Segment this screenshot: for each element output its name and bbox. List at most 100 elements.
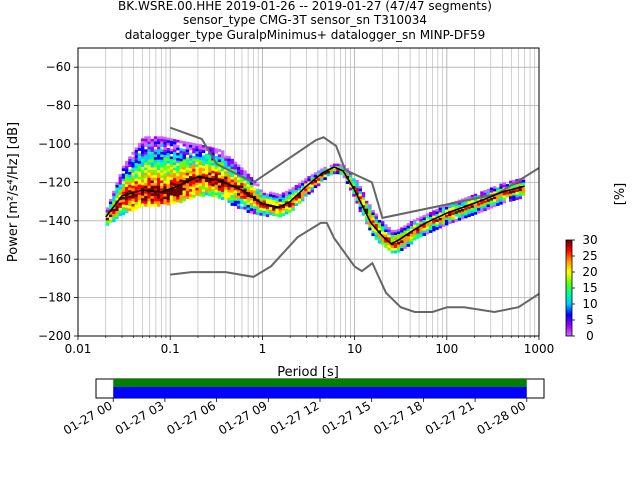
noise-model-lines bbox=[169, 126, 539, 314]
heatmap-cell bbox=[166, 137, 170, 141]
heatmap-cell bbox=[147, 154, 151, 158]
heatmap-cell bbox=[285, 193, 289, 197]
heatmap-cell bbox=[166, 150, 170, 154]
heatmap-cell bbox=[201, 158, 206, 161]
heatmap-cell bbox=[131, 201, 135, 205]
heatmap-cell bbox=[131, 151, 135, 155]
heatmap-cell bbox=[144, 196, 148, 199]
heatmap-cell bbox=[281, 192, 286, 196]
heatmap-cell bbox=[512, 179, 516, 183]
heatmap-cell bbox=[195, 172, 199, 175]
heatmap-cell bbox=[115, 203, 119, 206]
heatmap-cell bbox=[387, 234, 391, 238]
heatmap-cell bbox=[477, 210, 481, 214]
heatmap-cell bbox=[256, 194, 260, 197]
heatmap-cell bbox=[198, 159, 202, 163]
heatmap-cell bbox=[173, 152, 177, 155]
heatmap-cell bbox=[365, 203, 369, 207]
heatmap-cell bbox=[125, 194, 129, 198]
heatmap-cell bbox=[198, 170, 202, 173]
heatmap-cell bbox=[217, 177, 222, 181]
heatmap-cell bbox=[269, 191, 273, 195]
heatmap-cell bbox=[301, 193, 305, 197]
heatmap-cell bbox=[240, 193, 244, 197]
heatmap-cell bbox=[185, 146, 190, 150]
heatmap-cell bbox=[198, 167, 202, 171]
colorbar-tick-label: 20 bbox=[582, 265, 597, 279]
heatmap-cell bbox=[281, 213, 286, 216]
heatmap-cell bbox=[486, 207, 490, 210]
heatmap-cell bbox=[201, 194, 206, 198]
heatmap-cell bbox=[438, 220, 442, 224]
heatmap-cell bbox=[208, 190, 212, 194]
heatmap-cell bbox=[214, 179, 218, 183]
heatmap-cell bbox=[173, 165, 177, 168]
y-axis-label: Power [m²/s⁴/Hz] [dB] bbox=[6, 122, 21, 262]
heatmap-cell bbox=[157, 188, 161, 192]
heatmap-cell bbox=[256, 188, 260, 192]
heatmap-cell bbox=[512, 198, 516, 201]
heatmap-cell bbox=[141, 195, 145, 199]
heatmap-cell bbox=[211, 163, 215, 166]
heatmap-cell bbox=[288, 204, 292, 208]
heatmap-cell bbox=[166, 189, 170, 193]
heatmap-cell bbox=[176, 145, 180, 148]
heatmap-cell bbox=[259, 194, 263, 198]
x-tick-label: 0.1 bbox=[161, 342, 180, 356]
heatmap-cell bbox=[272, 192, 276, 196]
heatmap-cell bbox=[419, 229, 423, 233]
heatmap-cell bbox=[189, 142, 193, 146]
heatmap-cell bbox=[448, 205, 452, 209]
heatmap-cell bbox=[144, 164, 148, 168]
heatmap-cell bbox=[118, 192, 122, 196]
heatmap-cell bbox=[278, 206, 282, 210]
heatmap-cell bbox=[189, 173, 193, 177]
heatmap-cell bbox=[195, 153, 199, 157]
heatmap-cell bbox=[115, 195, 119, 199]
heatmap-cell bbox=[409, 231, 414, 235]
heatmap-cell bbox=[272, 202, 276, 206]
heatmap-cell bbox=[505, 194, 510, 198]
heatmap-cell bbox=[182, 164, 186, 168]
heatmap-cell bbox=[112, 201, 116, 204]
heatmap-cell bbox=[189, 186, 193, 190]
heatmap-cell bbox=[227, 187, 231, 190]
heatmap-cell bbox=[115, 187, 119, 191]
heatmap-cell bbox=[169, 161, 174, 165]
heatmap-cell bbox=[131, 172, 135, 176]
heatmap-cell bbox=[166, 187, 170, 190]
heatmap-cell bbox=[262, 208, 266, 212]
heatmap-cell bbox=[192, 192, 196, 196]
heatmap-cell bbox=[467, 211, 471, 215]
heatmap-cell bbox=[112, 219, 116, 223]
heatmap-cell bbox=[224, 194, 228, 198]
heatmap-cell bbox=[141, 180, 145, 183]
heatmap-cell bbox=[211, 183, 215, 187]
heatmap-cell bbox=[259, 192, 263, 195]
heatmap-cell bbox=[195, 156, 199, 160]
heatmap-cell bbox=[134, 207, 138, 210]
heatmap-cell bbox=[163, 152, 167, 156]
heatmap-cell bbox=[195, 177, 199, 181]
heatmap-cell bbox=[195, 190, 199, 194]
heatmap-cell bbox=[243, 201, 247, 205]
heatmap-cell bbox=[320, 178, 324, 182]
colorbar-label: [%] bbox=[613, 183, 628, 206]
heatmap-cell bbox=[422, 225, 426, 229]
timeline-tick-label: 01-27 03 bbox=[113, 398, 167, 437]
heatmap-cell bbox=[169, 195, 174, 199]
heatmap-cell bbox=[157, 177, 161, 181]
heatmap-cell bbox=[521, 190, 526, 194]
heatmap-cell bbox=[160, 183, 164, 186]
heatmap-cell bbox=[253, 206, 257, 210]
heatmap-cell bbox=[121, 178, 126, 182]
chart-title-line2: sensor_type CMG-3T sensor_sn T310034 bbox=[183, 13, 427, 27]
y-tick-label: −60 bbox=[46, 60, 71, 74]
heatmap-cell bbox=[368, 227, 372, 231]
heatmap-cell bbox=[169, 148, 174, 152]
heatmap-cell bbox=[185, 193, 190, 197]
heatmap-cell bbox=[217, 154, 222, 158]
heatmap-cell bbox=[166, 200, 170, 203]
heatmap-cell bbox=[147, 201, 151, 205]
heatmap-cell bbox=[301, 183, 305, 186]
